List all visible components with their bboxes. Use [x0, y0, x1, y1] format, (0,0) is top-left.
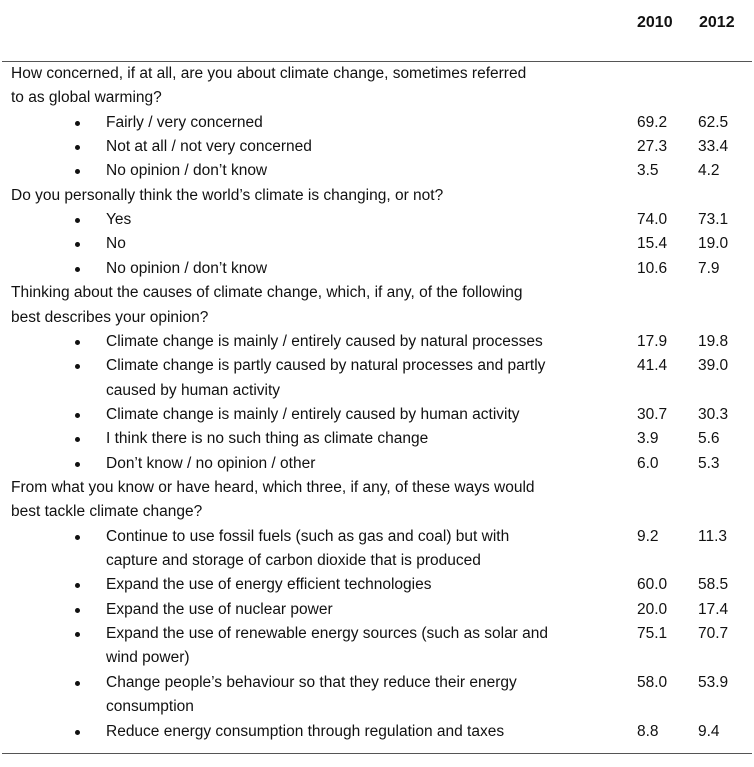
- value-2010: 30.7: [637, 405, 668, 423]
- option-label: Expand the use of nuclear power: [106, 600, 333, 618]
- value-2012: 19.0: [698, 235, 729, 253]
- value-2010: 20.0: [637, 600, 668, 618]
- option-label: Yes: [106, 211, 132, 229]
- column-header-2012: 2012: [699, 14, 735, 31]
- bullet-icon: [74, 583, 82, 591]
- question-text: best describes your opinion?: [11, 308, 209, 326]
- option-label: consumption: [106, 698, 194, 716]
- top-rule: [2, 61, 752, 62]
- option-label: Expand the use of energy efficient techn…: [106, 576, 432, 594]
- value-2010: 69.2: [637, 113, 668, 131]
- bullet-icon: [74, 339, 82, 348]
- bullet-icon: [74, 437, 82, 445]
- value-2012: 33.4: [698, 138, 729, 156]
- value-2010: 41.4: [637, 357, 668, 375]
- bullet-icon: [74, 145, 82, 153]
- value-2010: 9.2: [637, 527, 659, 545]
- value-2012: 11.3: [698, 527, 728, 545]
- bullet-icon: [74, 364, 82, 372]
- value-2012: 7.9: [698, 259, 720, 277]
- option-label: No opinion / don’t know: [106, 162, 268, 180]
- value-2012: 5.3: [698, 454, 720, 472]
- question-text: From what you know or have heard, which …: [11, 479, 535, 496]
- bullet-icon: [74, 266, 82, 275]
- value-2010: 60.0: [637, 576, 668, 594]
- value-2010: 17.9: [637, 332, 668, 350]
- option-label: Climate change is partly caused by natur…: [106, 357, 546, 375]
- question-text: to as global warming?: [11, 89, 162, 107]
- option-label: Expand the use of renewable energy sourc…: [106, 625, 549, 643]
- value-2012: 58.5: [698, 576, 729, 594]
- value-2010: 3.5: [637, 162, 659, 180]
- value-2012: 70.7: [698, 625, 729, 643]
- option-label: Fairly / very concerned: [106, 113, 263, 131]
- value-2012: 53.9: [698, 673, 729, 691]
- question-text: best tackle climate change?: [11, 503, 203, 521]
- option-label: Not at all / not very concerned: [106, 138, 312, 156]
- bullet-icon: [74, 729, 82, 738]
- option-label: Change people’s behaviour so that they r…: [106, 673, 517, 691]
- value-2010: 8.8: [637, 722, 659, 740]
- value-2010: 74.0: [637, 211, 668, 229]
- bottom-rule: [2, 753, 752, 754]
- question-text: Do you personally think the world’s clim…: [11, 186, 444, 204]
- option-label: Reduce energy consumption through regula…: [106, 722, 505, 740]
- question-text: How concerned, if at all, are you about …: [11, 65, 527, 82]
- value-2012: 73.1: [698, 211, 729, 229]
- value-2012: 19.8: [698, 332, 729, 350]
- value-2012: 17.4: [698, 600, 729, 618]
- bullet-icon: [74, 680, 82, 689]
- value-2010: 27.3: [637, 138, 668, 156]
- value-2012: 30.3: [698, 405, 729, 423]
- option-label: No: [106, 235, 126, 253]
- value-2010: 58.0: [637, 673, 668, 691]
- option-label: No opinion / don’t know: [106, 259, 268, 277]
- option-label: Continue to use fossil fuels (such as ga…: [106, 527, 510, 545]
- bullet-icon: [74, 632, 82, 640]
- option-label: Climate change is mainly / entirely caus…: [106, 332, 543, 350]
- option-label: wind power): [106, 649, 190, 667]
- option-label: capture and storage of carbon dioxide th…: [106, 552, 481, 570]
- value-2010: 6.0: [637, 454, 659, 472]
- value-2010: 10.6: [637, 259, 668, 277]
- option-label: I think there is no such thing as climat…: [106, 430, 429, 448]
- value-2012: 9.4: [698, 722, 720, 740]
- bullet-icon: [74, 169, 82, 177]
- value-2012: 5.6: [698, 430, 720, 448]
- value-2012: 62.5: [698, 113, 729, 131]
- column-header-2010: 2010: [637, 14, 673, 31]
- value-2012: 39.0: [698, 357, 729, 375]
- value-2012: 4.2: [698, 162, 720, 180]
- option-label: caused by human activity: [106, 381, 281, 399]
- value-2010: 3.9: [637, 430, 659, 448]
- question-text: Thinking about the causes of climate cha…: [11, 284, 523, 302]
- option-label: Climate change is mainly / entirely caus…: [106, 405, 520, 423]
- bullet-icon: [74, 242, 82, 250]
- option-label: Don’t know / no opinion / other: [106, 454, 316, 472]
- bullet-icon: [74, 412, 82, 421]
- bullet-icon: [74, 534, 82, 543]
- value-2010: 15.4: [637, 235, 668, 253]
- value-2010: 75.1: [637, 625, 668, 643]
- bullet-icon: [74, 607, 82, 616]
- bullet-icon: [74, 218, 82, 226]
- bullet-icon: [74, 120, 82, 129]
- bullet-icon: [74, 461, 82, 470]
